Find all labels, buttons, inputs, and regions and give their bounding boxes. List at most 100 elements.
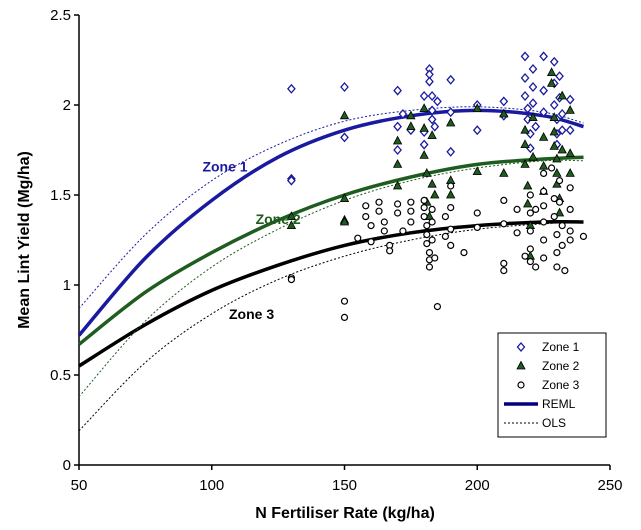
zone3-point [532,205,540,213]
zone3-point [367,238,375,246]
zone3-point [500,196,508,204]
zone3-point [423,231,431,239]
zone2-point [406,121,416,130]
zone2-point [523,180,533,190]
zone1-point [393,121,402,132]
zone3-point [420,204,428,212]
zone3-point [550,213,558,221]
zone2-point [472,103,482,112]
zone1-point [520,73,530,83]
x-tick-label: 250 [597,477,622,494]
zone3-point [500,267,508,275]
legend: Zone 1 Zone 2 Zone 3 REML OLS [497,332,607,438]
zone2-point [557,144,567,154]
zone3-point [447,204,455,212]
zone3-point [425,249,434,257]
zone2-point [554,207,565,217]
zone3-point [540,169,548,177]
zone3-point [420,196,428,204]
zone1-point [565,125,575,136]
zone3-point [526,209,534,217]
zone1-point [427,105,437,116]
legend-circle-marker [517,381,525,389]
zone3-point [540,236,548,244]
zone2-point [419,150,429,159]
zone2-point [538,132,549,141]
zone3-point [566,236,574,244]
zone3-point [441,213,449,221]
zone2-point [565,105,575,114]
zone2-point [552,153,562,163]
zone2-point [472,166,482,175]
annotations: Zone 1 Zone 2 Zone 3 [202,159,300,323]
zone3-point [428,236,436,244]
zone3-point [362,213,370,221]
zone1-point [557,125,567,136]
zone3-point [553,231,561,239]
zone2-point [528,151,538,161]
zone1-point [549,56,559,67]
zone1-point [393,145,402,155]
legend-label: Zone 3 [542,378,580,392]
zone3-point [566,205,574,213]
zone3-point [540,218,548,226]
zone2-point [430,189,440,199]
zone2-point [549,112,559,121]
zone3-point [423,240,431,248]
zone3-point [375,207,383,215]
zone1-point [446,74,456,85]
zone1-point [340,82,349,92]
zone1-point [520,51,530,62]
zone3-point [447,182,455,190]
zone2-point [499,108,509,118]
zone1-point [398,109,408,119]
legend-diamond-marker [516,342,526,352]
zone1-point [472,125,482,136]
zone3-point [473,209,481,217]
zone3-point [407,207,415,215]
zone1-point [287,83,296,94]
zone3-point [340,313,349,321]
y-tick-label: 2.5 [50,7,71,24]
zone3-point [375,198,383,206]
zone1-point [446,146,456,157]
zone2-point [392,135,403,145]
zone3-point [500,220,508,228]
zone1-point [393,85,402,96]
zone3-point [550,195,558,203]
zone3-point [540,202,548,210]
zone1-point [520,91,530,101]
zone1-point [340,132,349,143]
zone1-point [446,107,456,118]
zone1-point [419,139,429,150]
zone2-point [339,193,350,202]
zone1-reml-curve [77,108,584,337]
zone2-label: Zone 2 [256,211,301,227]
zone2-point [339,110,350,120]
zone3-reml-curve [78,219,584,368]
zone3-point [380,227,388,235]
zone3-point [579,232,588,240]
zone1-point [425,76,434,87]
zone3-point [540,187,548,195]
zone2-point [557,90,567,100]
zone1-point [549,100,559,110]
y-tick-label: 0.5 [50,367,71,384]
zone2-point [419,123,429,132]
zone2-point [286,211,297,220]
zone2-point [392,180,403,190]
zone3-point [354,234,362,242]
zone2-point [520,139,530,148]
zone2-point [520,159,530,168]
zone2-point [286,220,297,229]
zone3-point [513,205,521,213]
zone2-point [552,168,562,177]
zone1-point [419,91,429,101]
zone1-point [528,98,538,109]
zone2-point [422,168,432,177]
zone3-point [526,227,534,235]
zone1-point [430,121,440,132]
zone3-point [561,267,569,275]
y-tick-label: 1 [63,277,71,294]
zone3-point [566,184,574,192]
